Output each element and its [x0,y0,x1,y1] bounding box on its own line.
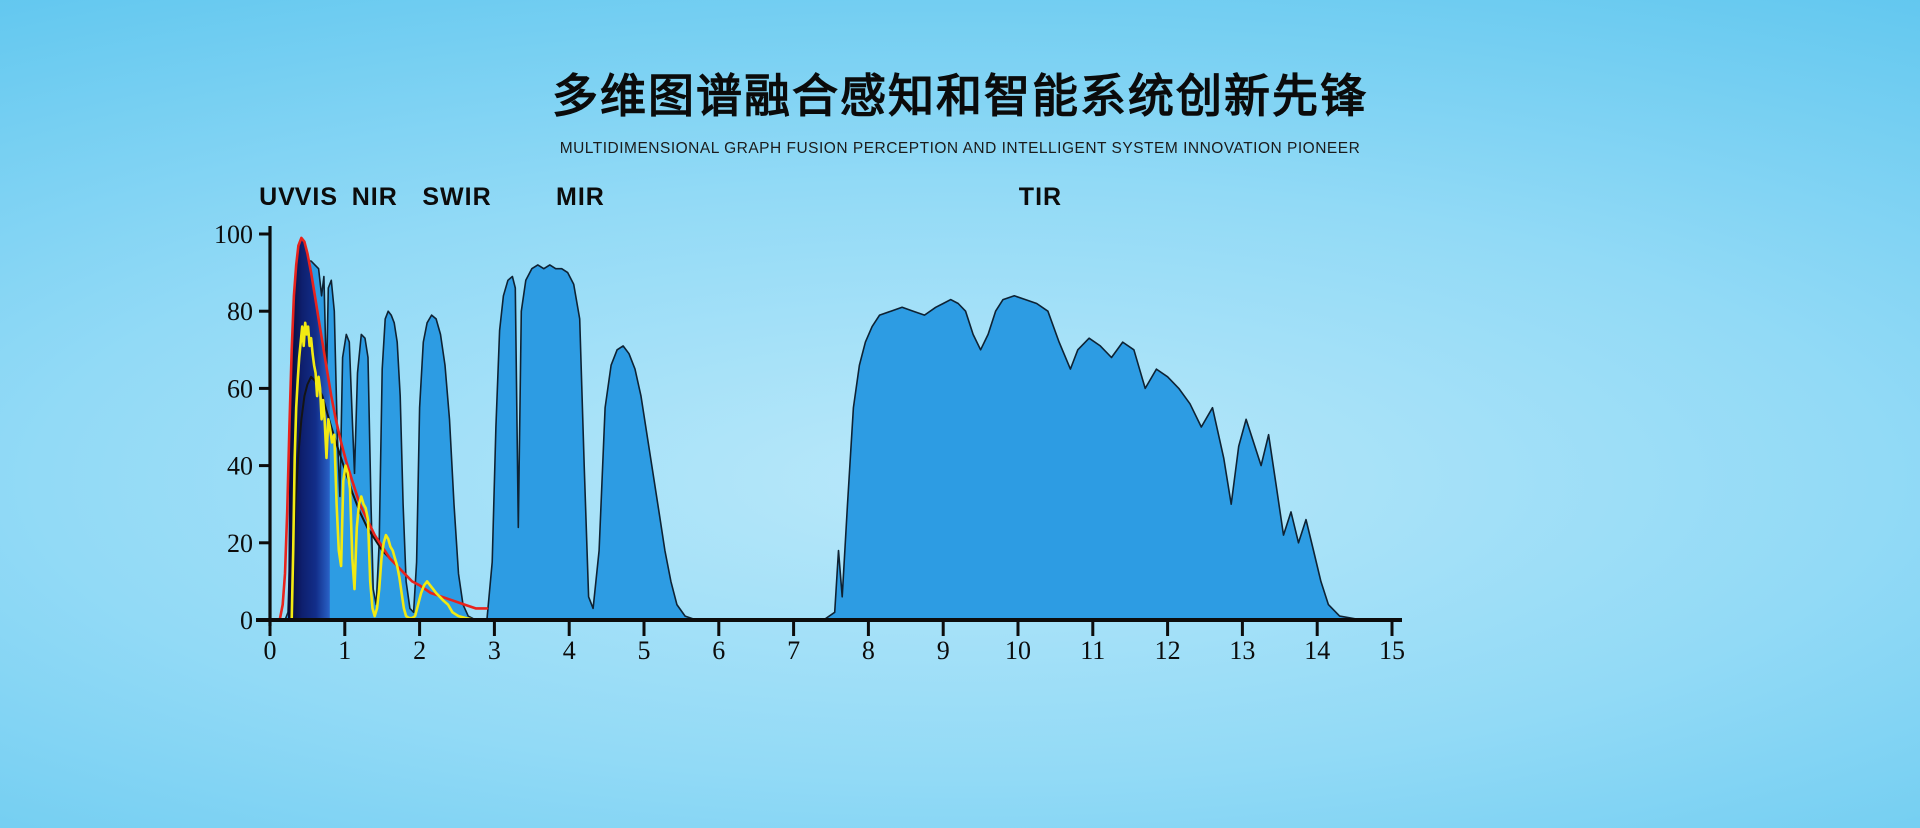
x-tick-label: 9 [937,636,950,665]
band-label-tir: TIR [1019,183,1062,211]
x-tick-label: 12 [1155,636,1181,665]
band-label-mir: MIR [556,183,605,211]
x-tick-label: 8 [862,636,875,665]
solar-irradiance-at-ground-curve [290,321,477,622]
x-tick-label: 15 [1379,636,1405,665]
x-tick-label: 14 [1304,636,1330,665]
y-tick-label: 40 [227,452,253,481]
y-tick-label: 100 [214,220,253,249]
page-title: 多维图谱融合感知和智能系统创新先锋 [552,70,1368,122]
x-tick-label: 10 [1005,636,1031,665]
y-tick-label: 20 [227,529,253,558]
y-tick-label: 60 [227,374,253,403]
x-tick-label: 6 [712,636,725,665]
atmospheric-transmission-area [284,260,1393,621]
solar-peak-fill-area [288,237,330,620]
x-tick-label: 5 [638,636,651,665]
x-tick-label: 7 [787,636,800,665]
x-tick-label: 4 [563,636,576,665]
x-tick-label: 1 [338,636,351,665]
page-header: 多维图谱融合感知和智能系统创新先锋 MULTIDIMENSIONAL GRAPH… [0,0,1920,158]
band-label-nir: NIR [352,183,398,211]
x-tick-label: 0 [264,636,277,665]
band-label-uv: UV [259,183,296,211]
band-label-vis: VIS [295,183,338,211]
x-tick-label: 3 [488,636,501,665]
y-tick-label: 80 [227,297,253,326]
y-tick-label: 0 [240,606,253,635]
x-tick-label: 11 [1080,636,1105,665]
x-tick-label: 13 [1229,636,1255,665]
solar-spectrum-top-of-atmosphere-curve [278,236,489,622]
page-subtitle: MULTIDIMENSIONAL GRAPH FUSION PERCEPTION… [559,140,1361,157]
band-label-swir: SWIR [422,183,491,211]
x-tick-label: 2 [413,636,426,665]
